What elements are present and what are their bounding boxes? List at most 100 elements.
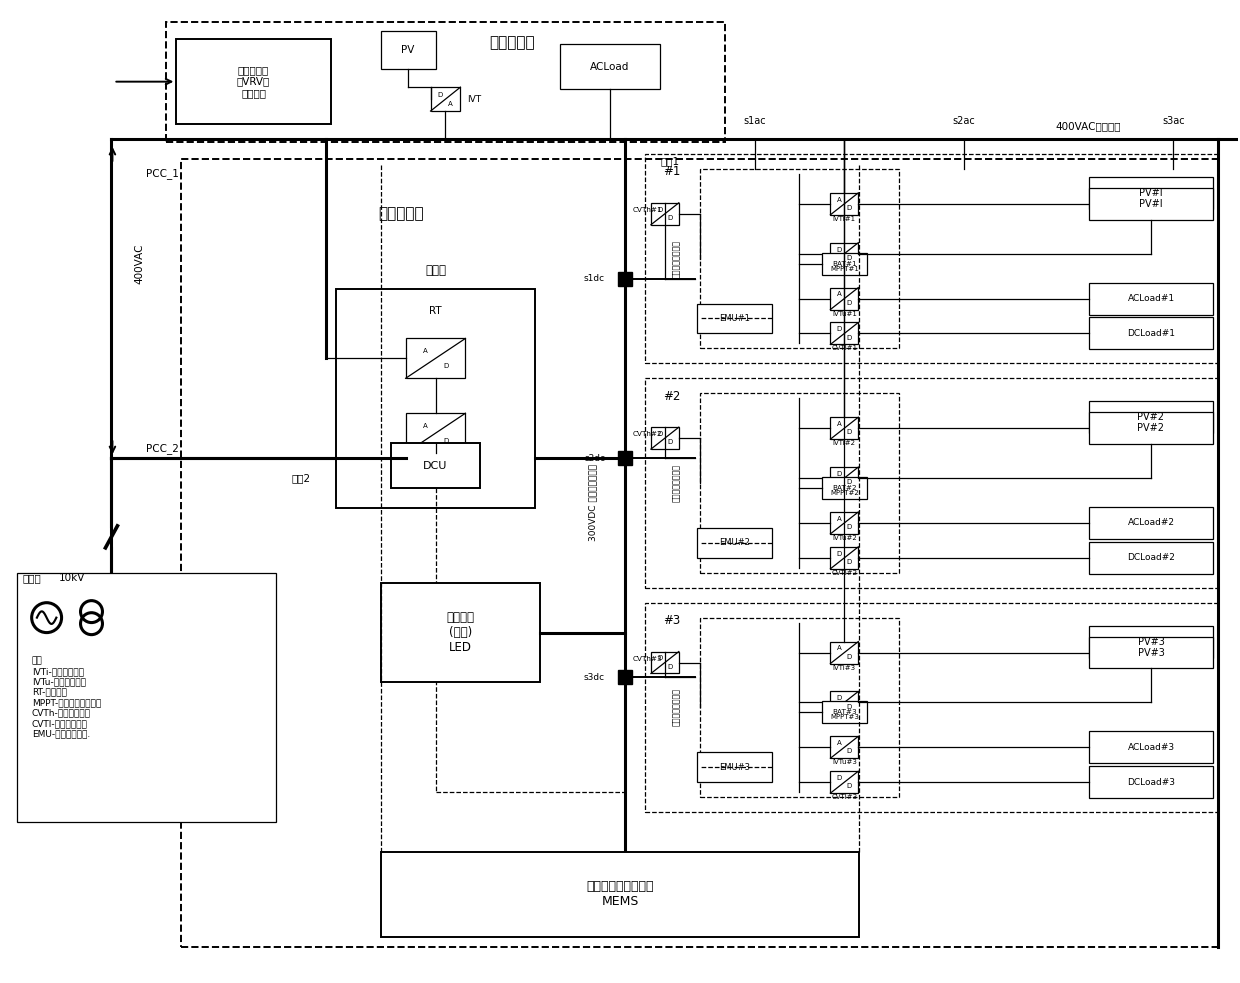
Bar: [831, 512, 858, 534]
Bar: [1089, 625, 1213, 658]
Bar: [645, 154, 1219, 364]
Text: D: D: [847, 559, 852, 565]
Text: PCC_1: PCC_1: [146, 168, 180, 179]
Text: A: A: [837, 646, 842, 652]
Text: IVTi#2: IVTi#2: [833, 440, 856, 446]
Text: s1ac: s1ac: [743, 116, 766, 126]
Bar: [405, 413, 465, 453]
Bar: [822, 253, 867, 274]
Text: BAT#1: BAT#1: [832, 260, 857, 266]
Bar: [699, 169, 899, 348]
Text: PV#2: PV#2: [1137, 423, 1164, 434]
Text: s3ac: s3ac: [1162, 116, 1184, 126]
Text: 直流子微网: 直流子微网: [378, 206, 423, 221]
Text: 400VAC: 400VAC: [134, 244, 144, 284]
Text: s3dc: s3dc: [584, 673, 605, 682]
Bar: [651, 652, 678, 673]
Text: ACLoad#1: ACLoad#1: [1127, 294, 1174, 303]
Text: EMU#1: EMU#1: [719, 314, 750, 323]
Text: #2: #2: [663, 390, 681, 403]
Text: 配电网: 配电网: [22, 573, 41, 583]
Text: PV#3: PV#3: [1137, 648, 1164, 658]
Bar: [831, 193, 858, 214]
Text: #3: #3: [663, 614, 680, 627]
Bar: [831, 467, 858, 489]
Bar: [831, 691, 858, 714]
Text: 300VDC 单极式直流馈线: 300VDC 单极式直流馈线: [589, 465, 598, 542]
Bar: [697, 304, 773, 333]
Bar: [430, 87, 460, 111]
Bar: [697, 752, 773, 782]
Bar: [1089, 412, 1213, 444]
Text: D: D: [667, 439, 672, 445]
Text: #1: #1: [663, 165, 681, 178]
Bar: [618, 271, 632, 286]
Bar: [831, 772, 858, 793]
Text: D: D: [657, 206, 662, 212]
Bar: [181, 159, 1219, 947]
Text: 400VAC交流馈线: 400VAC交流馈线: [1056, 121, 1121, 131]
Text: MPPT#3: MPPT#3: [830, 715, 859, 721]
Text: CVTl#1: CVTl#1: [831, 345, 857, 351]
Text: A: A: [423, 423, 428, 429]
Bar: [831, 736, 858, 758]
Text: IVTi#1: IVTi#1: [833, 216, 856, 222]
Text: PV: PV: [402, 45, 415, 55]
Bar: [1089, 542, 1213, 574]
Text: D: D: [837, 326, 842, 332]
Text: 馈线1: 馈线1: [660, 156, 680, 166]
Bar: [405, 338, 465, 378]
Text: D: D: [847, 524, 852, 530]
Text: PV#I: PV#I: [1140, 199, 1163, 208]
Bar: [618, 670, 632, 684]
Text: ACLoad#3: ACLoad#3: [1127, 743, 1174, 752]
Text: 户用级能量路由器: 户用级能量路由器: [672, 464, 681, 502]
Text: D: D: [847, 430, 852, 435]
Text: D: D: [847, 300, 852, 306]
Bar: [1089, 188, 1213, 220]
Bar: [1089, 507, 1213, 539]
Bar: [381, 31, 435, 69]
Text: 注：
IVTi-并网逆变器，
IVTu-离网逆变器，
RT-整流器，
MPPT-光伏功率控制器，
CVTh-高压变换器，
CVTl-低压变换器，
EMU-能量管: 注： IVTi-并网逆变器， IVTu-离网逆变器， RT-整流器， MPPT-…: [32, 657, 100, 738]
Text: D: D: [847, 205, 852, 211]
Text: CVTl#2: CVTl#2: [831, 570, 857, 576]
Bar: [1089, 282, 1213, 315]
Text: PCC_2: PCC_2: [146, 442, 180, 453]
Bar: [1089, 731, 1213, 763]
Text: IVTu#2: IVTu#2: [832, 535, 857, 541]
Text: A: A: [837, 291, 842, 298]
Bar: [560, 44, 660, 89]
Text: DCU: DCU: [423, 461, 448, 471]
Text: 馈线2: 馈线2: [291, 473, 310, 483]
Text: A: A: [449, 100, 453, 107]
Bar: [831, 288, 858, 310]
Bar: [831, 547, 858, 569]
Text: BAT#2: BAT#2: [832, 485, 857, 492]
Text: BAT#3: BAT#3: [832, 710, 857, 716]
Text: D: D: [837, 775, 842, 781]
Text: 户用级能量路由器: 户用级能量路由器: [672, 688, 681, 726]
Text: D: D: [667, 215, 672, 221]
Bar: [391, 443, 480, 488]
Bar: [645, 378, 1219, 588]
Text: 户用级能量路由器: 户用级能量路由器: [672, 240, 681, 277]
Text: MPPT#2: MPPT#2: [830, 490, 859, 496]
Text: CVTh#2: CVTh#2: [632, 432, 662, 437]
Text: D: D: [847, 255, 852, 260]
Bar: [1089, 318, 1213, 349]
Text: CVTh#3: CVTh#3: [632, 656, 662, 662]
Text: D: D: [847, 334, 852, 341]
Text: PV#3: PV#3: [1137, 637, 1164, 647]
Text: A: A: [837, 197, 842, 202]
Text: MPPT#1: MPPT#1: [830, 265, 859, 271]
Text: ACLoad: ACLoad: [590, 62, 630, 72]
Bar: [336, 289, 536, 508]
Text: IVT: IVT: [467, 94, 481, 103]
Text: s2ac: s2ac: [952, 116, 976, 126]
Text: D: D: [837, 471, 842, 477]
Text: D: D: [657, 656, 662, 662]
Text: s1dc: s1dc: [584, 274, 605, 283]
Text: A: A: [837, 740, 842, 746]
Bar: [1089, 766, 1213, 798]
Bar: [831, 243, 858, 264]
